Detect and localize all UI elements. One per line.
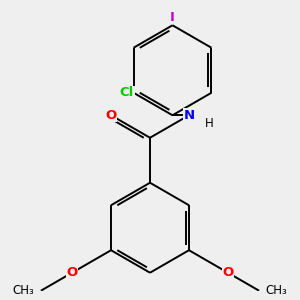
Text: CH₃: CH₃ bbox=[266, 284, 288, 297]
Text: Cl: Cl bbox=[120, 86, 134, 99]
Text: I: I bbox=[170, 11, 175, 24]
Text: CH₃: CH₃ bbox=[12, 284, 34, 297]
Text: O: O bbox=[66, 266, 78, 279]
Text: N: N bbox=[183, 109, 194, 122]
Text: H: H bbox=[205, 117, 214, 130]
Text: O: O bbox=[105, 109, 117, 122]
Text: O: O bbox=[222, 266, 234, 279]
